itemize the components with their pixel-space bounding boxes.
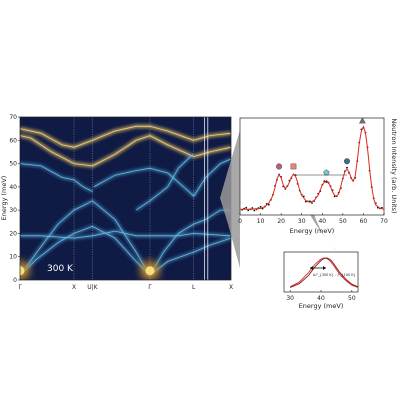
spectrum-x-tick-label: 60: [360, 218, 368, 225]
high-symmetry-lines: [73, 117, 209, 280]
spectrum-data-point: [311, 202, 313, 204]
spectrum-data-point: [245, 206, 248, 209]
dispersion-y-tick-label: 60: [9, 137, 17, 144]
dispersion-y-tick-label: 10: [9, 254, 17, 261]
connector-to-spectrum: [220, 130, 240, 268]
spectrum-x-tick-label: 20: [277, 218, 285, 225]
inset-x-tick-label: 30: [286, 295, 294, 302]
dispersion-x-tick-label: Γ: [18, 284, 22, 291]
spectrum-x-axis: 0 10 20 30 40 50 60 70: [238, 213, 388, 225]
phonon-branch: [20, 135, 231, 167]
dispersion-y-tick-label: 70: [9, 114, 17, 121]
spectrum-x-tick-label: 70: [380, 218, 388, 225]
spectrum-x-tick-label: 10: [257, 218, 265, 225]
spectrum-x-tick-label: 0: [238, 218, 242, 225]
spectrum-data-point: [259, 205, 262, 208]
dispersion-y-tick-label: 40: [9, 184, 17, 191]
spectrum-frame: [239, 117, 385, 216]
phonon-branch: [135, 154, 194, 211]
spectrum-panel: 0 10 20 30 40 50 60 70 Energy (meV) Neutron Int…: [238, 117, 398, 235]
spectrum-data-point: [267, 203, 270, 206]
spectrum-fit-line: [240, 125, 385, 210]
dispersion-map-background: [20, 117, 231, 280]
phonon-branch: [20, 225, 231, 276]
dispersion-y-axis: 0 10 20 30 40 50 60 70: [9, 114, 20, 284]
dispersion-x-tick-label: Γ: [148, 284, 152, 291]
dispersion-y-tick-label: 0: [13, 277, 17, 284]
spectrum-data-point: [251, 207, 254, 209]
spectrum-x-tick-label: 30: [298, 218, 306, 225]
inset-x-tick-label: 40: [317, 295, 325, 302]
inset-series-line-2: [290, 257, 359, 288]
phonon-branch: [20, 200, 231, 277]
dispersion-branches: [20, 124, 231, 280]
inset-x-axis: 30 40 50: [286, 290, 356, 302]
inset-x-title: Energy (meV): [299, 302, 344, 310]
inset-frame: [283, 251, 359, 293]
spectrum-data-point: [346, 166, 348, 169]
phonon-branch: [20, 125, 231, 148]
inset-arrow-head-right: [323, 266, 326, 270]
dispersion-panel: 300 K 0 10 20 30 40 50 60 70 Γ X U|K Γ L X Energy (m…: [0, 114, 233, 291]
spectrum-x-tick-label: 50: [339, 218, 347, 225]
phonon-branch: [20, 163, 93, 192]
peak-markers: [276, 117, 366, 176]
dispersion-x-tick-label: X: [72, 284, 76, 291]
dispersion-y-title: Energy (meV): [0, 176, 8, 221]
dispersion-x-tick-label: U|K: [87, 284, 98, 291]
gamma-hotspot-glow: [20, 260, 30, 280]
gamma-hotspot: [20, 266, 25, 276]
peak-marker-triangle: [359, 117, 366, 124]
spectrum-data-point: [253, 209, 256, 212]
dispersion-y-tick-label: 30: [9, 207, 17, 214]
inset-series-line-1: [289, 257, 359, 288]
dispersion-x-tick-label: L: [192, 284, 196, 291]
dispersion-y-tick-label: 20: [9, 230, 17, 237]
spectrum-y-title: Neutron Intensity (arb. Units): [390, 118, 398, 213]
peak-marker-circle: [276, 163, 283, 170]
phonon-branch: [20, 230, 231, 239]
inset-panel: Δℱ_{300 K} - ℱ_{100 K} 30 40 50 Energy (me…: [283, 251, 359, 310]
branch-core-layer: [20, 125, 231, 277]
inset-arrow-head-left: [310, 266, 313, 270]
peak-marker-circle: [343, 158, 350, 165]
dispersion-x-tick-label: X: [229, 284, 233, 291]
dispersion-y-tick-label: 50: [9, 161, 17, 168]
inset-x-tick-label: 50: [348, 295, 356, 302]
spectrum-x-title: Energy (meV): [290, 227, 335, 235]
temperature-label: 300 K: [47, 264, 74, 274]
dispersion-x-axis: Γ X U|K Γ L X: [18, 284, 233, 291]
spectrum-data-point: [325, 181, 328, 184]
inset-annotation: Δℱ_{300 K} - ℱ_{100 K}: [313, 273, 356, 277]
phonon-branch: [93, 158, 231, 197]
connector-to-inset: [308, 211, 338, 252]
spectrum-data-point: [247, 209, 250, 212]
peak-marker-square: [290, 163, 297, 170]
spectrum-x-tick-label: 40: [318, 218, 326, 225]
